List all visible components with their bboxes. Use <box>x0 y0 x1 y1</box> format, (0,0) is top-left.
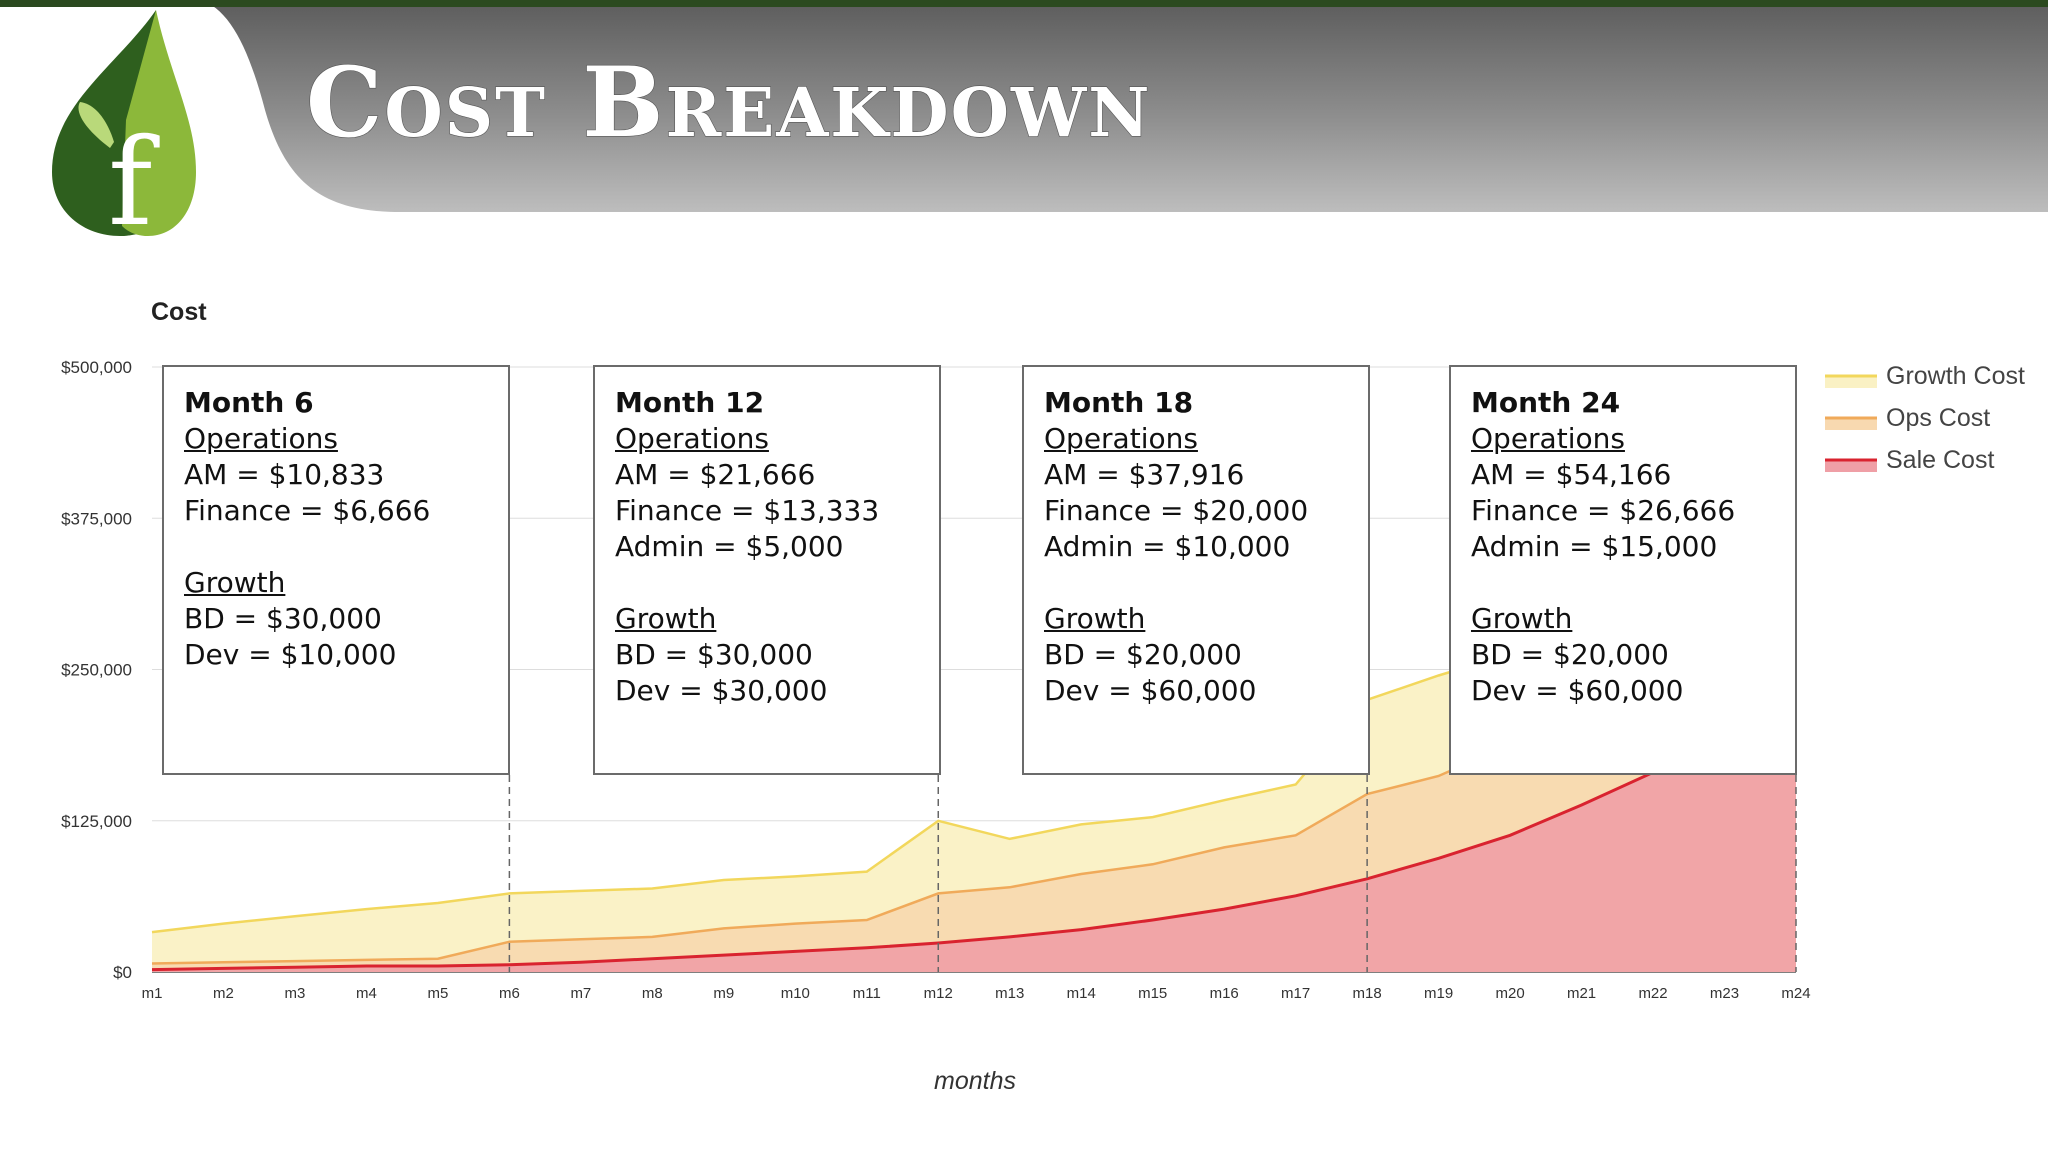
x-tick-label: m2 <box>213 985 234 1002</box>
legend-swatch <box>1825 418 1877 430</box>
box-spacer <box>1044 565 1348 601</box>
box-line: AM = $21,666 <box>615 458 816 491</box>
box-heading: Month 6 <box>184 386 314 419</box>
y-tick-label: $375,000 <box>61 509 132 528</box>
box-line: Finance = $26,666 <box>1471 494 1736 527</box>
x-tick-label: m12 <box>924 985 953 1002</box>
annotation-box: Month 18 Operations AM = $37,916 Finance = … <box>1022 365 1370 775</box>
box-line: Dev = $30,000 <box>615 674 828 707</box>
header-top-bar <box>0 0 2048 7</box>
legend-label: Ops Cost <box>1886 404 1990 432</box>
x-tick-label: m16 <box>1210 985 1239 1002</box>
company-logo: f <box>52 10 196 253</box>
slide-title: Cost Breakdown <box>306 46 1152 159</box>
leaf-sprout-icon <box>78 102 114 148</box>
x-tick-label: m18 <box>1353 985 1382 1002</box>
box-line: AM = $54,166 <box>1471 458 1672 491</box>
x-tick-label: m3 <box>285 985 306 1002</box>
box-line: BD = $20,000 <box>1044 638 1242 671</box>
legend-label: Growth Cost <box>1886 362 2025 390</box>
x-tick-label: m9 <box>713 985 734 1002</box>
sale-cost-area <box>152 681 1796 972</box>
y-tick-label: $0 <box>113 963 132 982</box>
y-axis-ticks: $0 $125,000 $250,000 $375,000 $500,000 <box>61 358 132 982</box>
box-line: Admin = $10,000 <box>1044 530 1291 563</box>
y-tick-label: $500,000 <box>61 358 132 377</box>
y-tick-label: $125,000 <box>61 812 132 831</box>
box-line: Finance = $6,666 <box>184 494 431 527</box>
x-tick-label: m13 <box>995 985 1024 1002</box>
x-tick-label: m19 <box>1424 985 1453 1002</box>
box-line: Dev = $10,000 <box>184 638 397 671</box>
chart-legend: Growth Cost Ops Cost Sale Cost <box>1825 362 2025 474</box>
ops-cost-area <box>152 564 1796 972</box>
x-tick-label: m7 <box>570 985 591 1002</box>
x-tick-label: m8 <box>642 985 663 1002</box>
logo-letter: f <box>108 114 160 253</box>
box-section-label: Operations <box>1044 422 1198 455</box>
chart-areas <box>152 475 1796 972</box>
box-line: Dev = $60,000 <box>1044 674 1257 707</box>
box-line: BD = $30,000 <box>184 602 382 635</box>
x-tick-label: m1 <box>142 985 163 1002</box>
box-line: Finance = $13,333 <box>615 494 880 527</box>
box-spacer <box>184 529 488 565</box>
x-tick-label: m22 <box>1638 985 1667 1002</box>
chart-title: Cost <box>151 298 207 326</box>
box-line: AM = $37,916 <box>1044 458 1245 491</box>
box-section-label: Operations <box>184 422 338 455</box>
annotation-box: Month 6 Operations AM = $10,833 Finance = $… <box>162 365 510 775</box>
box-section-label: Growth <box>1044 602 1146 635</box>
x-tick-label: m24 <box>1781 985 1810 1002</box>
x-axis-title: months <box>934 1067 1016 1095</box>
x-tick-label: m11 <box>853 985 881 1002</box>
box-heading: Month 12 <box>615 386 765 419</box>
x-tick-label: m14 <box>1067 985 1096 1002</box>
box-heading: Month 24 <box>1471 386 1621 419</box>
leaf-light-icon <box>122 10 196 236</box>
box-section-label: Growth <box>1471 602 1573 635</box>
legend-swatch <box>1825 376 1877 388</box>
x-axis-ticks: m1 m2 m3 m4 m5 m6 m7 m8 m9 m10 m11 m12 m13 m14 m15 m16 m… <box>142 985 1811 1002</box>
box-section-label: Operations <box>1471 422 1625 455</box>
box-line: BD = $30,000 <box>615 638 813 671</box>
x-tick-label: m5 <box>427 985 448 1002</box>
annotation-box: Month 12 Operations AM = $21,666 Finance = … <box>593 365 941 775</box>
x-tick-label: m20 <box>1495 985 1524 1002</box>
x-tick-label: m10 <box>781 985 810 1002</box>
x-tick-label: m6 <box>499 985 520 1002</box>
legend-swatch <box>1825 460 1877 472</box>
x-tick-label: m23 <box>1710 985 1739 1002</box>
x-tick-label: m17 <box>1281 985 1310 1002</box>
box-line: Admin = $5,000 <box>615 530 844 563</box>
header-banner <box>200 0 2048 212</box>
x-tick-label: m15 <box>1138 985 1167 1002</box>
box-section-label: Operations <box>615 422 769 455</box>
box-spacer <box>1471 565 1775 601</box>
box-section-label: Growth <box>615 602 717 635</box>
sale-cost-line <box>151 680 1797 972</box>
y-tick-label: $250,000 <box>61 661 132 680</box>
legend-label: Sale Cost <box>1886 446 1994 474</box>
slide-header: Cost Breakdown <box>0 0 2048 212</box>
x-tick-label: m21 <box>1567 985 1596 1002</box>
x-tick-label: m4 <box>356 985 377 1002</box>
box-section-label: Growth <box>184 566 286 599</box>
box-line: BD = $20,000 <box>1471 638 1669 671</box>
annotation-box: Month 24 Operations AM = $54,166 Finance = … <box>1449 365 1797 775</box>
box-line: Dev = $60,000 <box>1471 674 1684 707</box>
box-line: Admin = $15,000 <box>1471 530 1718 563</box>
box-spacer <box>615 565 919 601</box>
milestone-lines <box>508 775 1797 972</box>
box-line: AM = $10,833 <box>184 458 385 491</box>
box-line: Finance = $20,000 <box>1044 494 1309 527</box>
box-heading: Month 18 <box>1044 386 1194 419</box>
